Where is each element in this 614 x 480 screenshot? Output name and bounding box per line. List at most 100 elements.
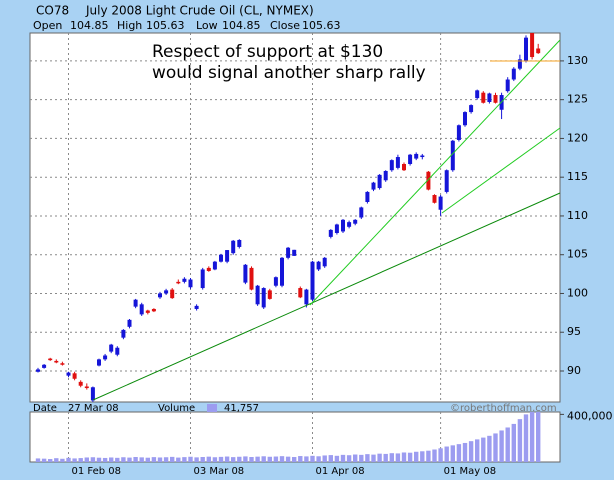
candle-body	[517, 59, 522, 69]
candle-body	[524, 37, 528, 61]
candle-body	[328, 229, 333, 237]
candle-body	[72, 373, 77, 379]
volume-bar	[310, 455, 315, 462]
volume-bar	[194, 457, 199, 462]
candle-body	[432, 195, 437, 203]
volume-bar	[66, 457, 71, 462]
candle-body	[286, 247, 291, 258]
candle-body	[444, 170, 449, 192]
candle-body	[487, 93, 492, 102]
candle-body	[261, 288, 266, 308]
candle-body	[536, 48, 541, 54]
candle-body	[481, 92, 486, 103]
volume-bar	[328, 455, 333, 462]
volume-bar	[188, 456, 193, 462]
volume-bar	[163, 457, 169, 462]
candle-body	[66, 372, 71, 376]
candle-body	[219, 254, 223, 262]
volume-bar	[529, 412, 535, 462]
volume-bar	[139, 457, 144, 462]
volume-bar	[377, 453, 382, 462]
volume-bar	[267, 456, 272, 462]
candle-body	[182, 278, 187, 282]
volume-bar	[371, 454, 376, 462]
volume-bar	[78, 458, 83, 462]
date-value: 27 Mar 08	[68, 403, 119, 414]
volume-bar	[334, 455, 340, 462]
candle-body	[298, 288, 303, 298]
candle-body	[90, 387, 95, 401]
y-tick-label: 115	[567, 170, 588, 183]
candle-body	[243, 264, 248, 283]
volume-bar	[90, 457, 96, 462]
candle-body	[200, 269, 205, 289]
candle-body	[389, 160, 394, 171]
volume-bar	[218, 456, 224, 462]
candle-body	[505, 79, 510, 92]
volume-bar	[200, 457, 205, 462]
volume-bar	[206, 456, 211, 462]
candle-body	[127, 319, 132, 327]
volume-bar	[401, 452, 407, 462]
credit: ©roberthoffman.com	[450, 403, 557, 414]
volume-bar	[84, 457, 89, 462]
close-value: 105.63	[302, 19, 341, 32]
volume-bar	[224, 456, 230, 462]
volume-bar	[462, 442, 468, 462]
low-value: 104.85	[222, 19, 261, 32]
y-tick-label: 100	[567, 286, 588, 299]
candle-body	[365, 191, 370, 202]
candle-body	[164, 290, 169, 294]
open-value: 104.85	[70, 19, 109, 32]
candle-body	[84, 386, 89, 389]
volume-bar	[145, 457, 150, 462]
candle-body	[225, 250, 230, 262]
candle-body	[420, 155, 425, 158]
volume-bar	[273, 456, 279, 462]
candle-body	[212, 261, 217, 270]
candle-body	[170, 289, 175, 299]
candle-body	[450, 140, 455, 171]
candle-body	[60, 363, 65, 365]
candle-body	[273, 277, 278, 286]
candle-body	[377, 174, 382, 189]
candle-body	[54, 360, 59, 363]
volume-bar	[523, 414, 529, 462]
candle-body	[316, 261, 321, 270]
x-tick-label: 01 Apr 08	[316, 466, 365, 477]
volume-bar	[121, 457, 126, 462]
candle-body	[42, 364, 47, 368]
volume-bar	[298, 456, 303, 462]
volume-bar	[304, 456, 309, 462]
candle-body	[292, 249, 297, 256]
candle-body	[267, 290, 272, 299]
candle-body	[78, 381, 83, 386]
y-tick-label: 95	[567, 325, 581, 338]
volume-bar	[127, 457, 132, 462]
volume-bar	[322, 455, 327, 462]
candle-body	[145, 310, 150, 313]
volume-bar	[438, 448, 443, 462]
volume-bar	[115, 457, 120, 462]
chart-title: July 2008 Light Crude Oil (CL, NYMEX)	[85, 4, 314, 18]
x-tick-label: 03 Mar 08	[194, 466, 245, 477]
volume-bar	[133, 457, 138, 462]
volume-swatch	[207, 404, 217, 412]
candle-body	[176, 281, 181, 284]
volume-panel	[29, 411, 561, 463]
volume-bar	[426, 450, 431, 462]
volume-bar	[340, 454, 346, 462]
candle-body	[469, 105, 474, 113]
volume-bar	[249, 457, 254, 462]
y-tick-label: 125	[567, 93, 588, 106]
candle-body	[530, 33, 535, 58]
volume-bar	[468, 441, 474, 462]
volume-bar	[157, 457, 163, 462]
candle-body	[493, 95, 498, 103]
candle-body	[334, 224, 339, 234]
volume-bar	[231, 457, 236, 462]
volume-bar	[456, 444, 462, 462]
candle-body	[237, 239, 242, 247]
candle-body	[194, 305, 199, 309]
